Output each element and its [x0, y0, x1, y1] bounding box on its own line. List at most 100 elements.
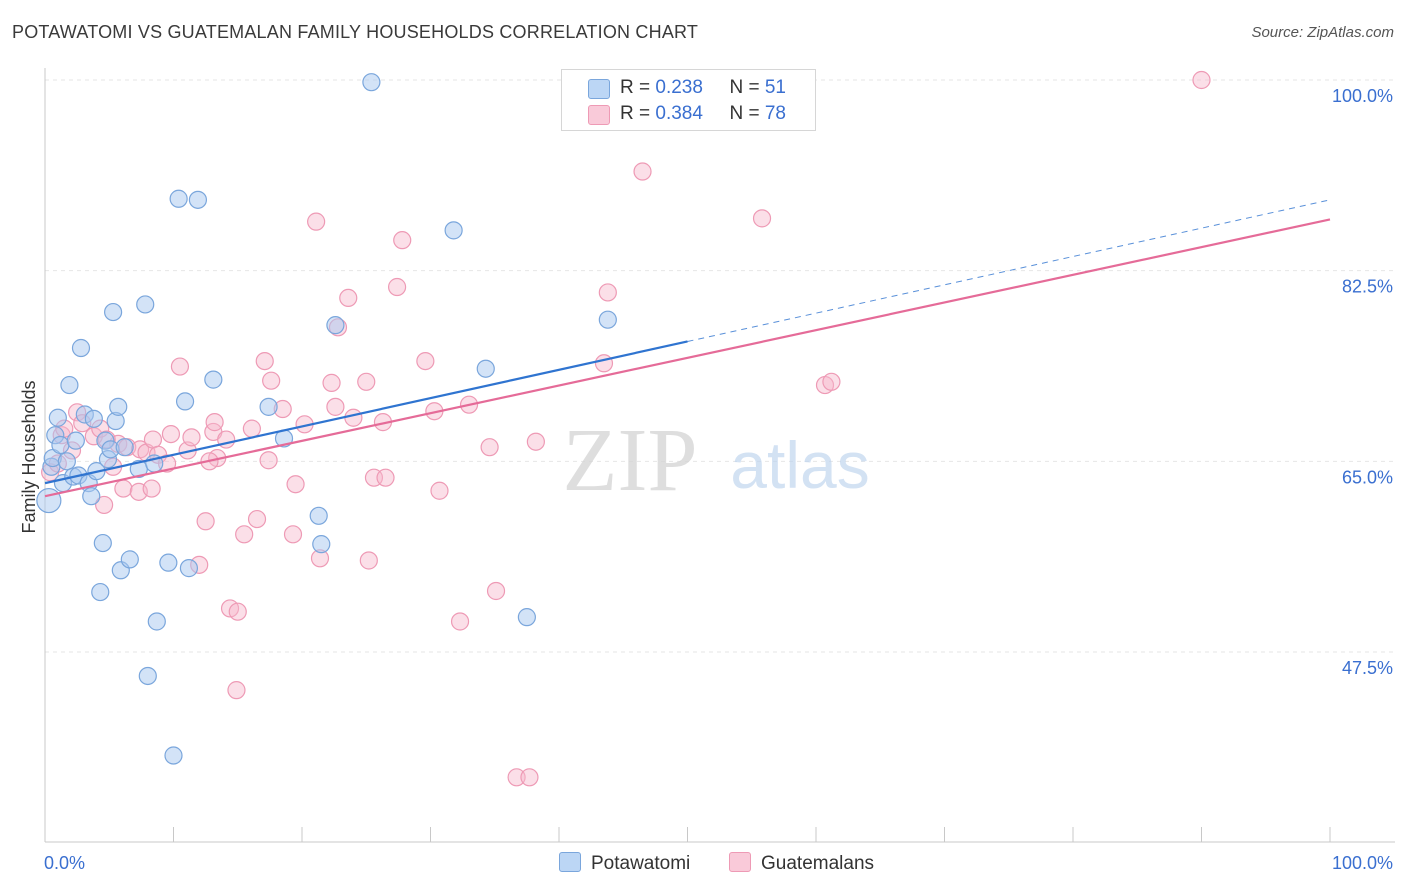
potawatomi-point	[204, 370, 223, 389]
guatemalans-point	[255, 351, 274, 371]
potawatomi-point	[476, 359, 495, 378]
legend-swatch-pink	[588, 105, 610, 125]
y-tick-label: 100.0%	[1332, 86, 1393, 106]
legend-r-label: R =	[620, 103, 656, 124]
bottom-legend-label: Potawatomi	[591, 853, 691, 874]
guatemalans-point	[242, 419, 261, 438]
potawatomi-point	[93, 533, 112, 553]
potawatomi-point	[82, 487, 101, 506]
guatemalans-point	[822, 372, 841, 391]
guatemalans-point	[95, 495, 114, 515]
source-label: Source: ZipAtlas.com	[1251, 24, 1394, 41]
y-tick-label: 65.0%	[1342, 467, 1393, 487]
y-tick-label: 82.5%	[1342, 277, 1393, 297]
y-tick-label: 47.5%	[1342, 658, 1393, 678]
guatemalans-point	[259, 451, 278, 470]
potawatomi-point	[60, 375, 79, 395]
legend-n-value: 51	[764, 77, 786, 98]
potawatomi-point	[164, 746, 183, 765]
guatemalans-point	[450, 612, 470, 631]
potawatomi-point	[51, 435, 70, 455]
correlation-legend: R = 0.238 N = 51 R = 0.384 N = 78	[561, 69, 816, 131]
guatemalans-point	[430, 481, 449, 500]
legend-n-value: 78	[764, 103, 786, 124]
guatemalans-point	[205, 413, 224, 432]
potawatomi-point	[326, 316, 345, 335]
guatemalans-point	[235, 525, 254, 544]
bottom-swatch-pink	[729, 852, 751, 872]
x-tick-label-max: 100.0%	[1332, 853, 1393, 873]
potawatomi-points	[36, 73, 617, 765]
guatemalans-point	[344, 408, 363, 427]
bottom-legend-potawatomi: Potawatomi	[559, 852, 690, 875]
potawatomi-point	[71, 338, 91, 358]
guatemalans-point	[393, 231, 412, 250]
potawatomi-point	[179, 559, 199, 578]
guatemalans-point	[387, 277, 407, 297]
legend-row-potawatomi: R = 0.238 N = 51	[562, 75, 815, 101]
potawatomi-point	[104, 302, 123, 322]
trend-lines	[44, 199, 1331, 498]
watermark-atlas: atlas	[730, 428, 869, 502]
potawatomi-point	[309, 506, 328, 525]
chart-title: POTAWATOMI VS GUATEMALAN FAMILY HOUSEHOL…	[12, 22, 699, 42]
bottom-swatch-blue	[559, 852, 581, 872]
potawatomi-point	[136, 295, 155, 314]
potawatomi-point	[444, 221, 463, 240]
potawatomi-point	[362, 73, 381, 92]
potawatomi-point	[175, 392, 195, 411]
guatemalans-point	[161, 424, 181, 444]
potawatomi-trend-line	[44, 340, 688, 485]
potawatomi-point	[517, 608, 536, 627]
guatemalans-point	[359, 551, 378, 570]
guatemalans-trend-line	[44, 218, 1331, 498]
guatemalans-point	[262, 371, 281, 390]
guatemalans-point	[196, 512, 215, 531]
potawatomi-point	[57, 452, 76, 471]
guatemalans-point	[526, 432, 545, 451]
guatemalans-point	[598, 283, 617, 302]
potawatomi-point	[48, 408, 67, 427]
watermark-zip: ZIP	[563, 411, 698, 510]
x-tick-label-min: 0.0%	[44, 853, 85, 873]
potawatomi-point	[84, 409, 103, 428]
guatemalans-point	[480, 438, 499, 457]
potawatomi-point	[91, 582, 110, 602]
guatemalans-point	[633, 162, 652, 181]
potawatomi-point	[147, 612, 166, 631]
bottom-legend-label: Guatemalans	[761, 853, 875, 874]
guatemalans-point	[227, 681, 246, 700]
potawatomi-point	[188, 190, 208, 209]
axes: 100.0% 82.5% 65.0% 47.5% 0.0% 100.0%	[44, 68, 1395, 873]
grid-lines	[45, 79, 1395, 653]
guatemalans-point	[307, 212, 326, 231]
guatemalans-point	[376, 468, 395, 487]
guatemalans-point	[1192, 70, 1211, 90]
guatemalans-point	[520, 768, 539, 787]
potawatomi-point	[36, 487, 62, 514]
guatemalans-point	[286, 475, 305, 494]
potawatomi-point	[120, 550, 139, 569]
guatemalans-point	[357, 372, 376, 391]
potawatomi-point	[138, 666, 157, 686]
guatemalans-point	[170, 357, 190, 376]
potawatomi-point	[159, 553, 178, 572]
potawatomi-point	[259, 397, 278, 416]
guatemalans-point	[326, 397, 345, 416]
guatemalans-point	[594, 354, 614, 373]
guatemalans-point	[114, 479, 133, 498]
guatemalans-point	[752, 209, 772, 228]
potawatomi-point	[312, 535, 331, 554]
legend-n-label: N =	[729, 77, 765, 98]
guatemalans-point	[247, 509, 267, 529]
guatemalans-point	[228, 602, 247, 621]
potawatomi-point	[169, 189, 188, 208]
guatemalans-point	[182, 428, 201, 447]
y-axis-title: Family Households	[19, 380, 39, 533]
potawatomi-point	[598, 310, 617, 329]
guatemalans-point	[143, 430, 163, 449]
legend-row-guatemalans: R = 0.384 N = 78	[562, 101, 815, 127]
legend-r-label: R =	[620, 77, 656, 98]
legend-n-label: N =	[729, 103, 765, 124]
guatemalans-point	[142, 479, 161, 498]
